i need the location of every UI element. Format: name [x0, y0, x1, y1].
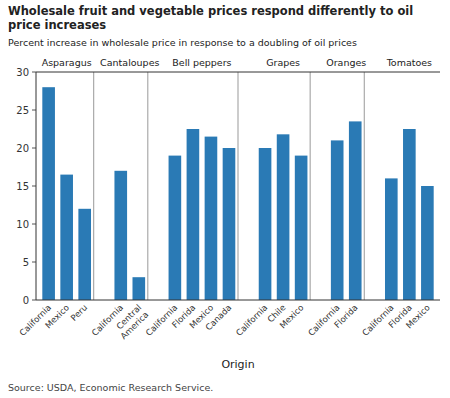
bar	[349, 121, 362, 300]
x-axis-label: Origin	[221, 358, 254, 371]
group-label: Bell peppers	[172, 57, 231, 68]
y-tick	[32, 186, 36, 187]
x-tick-label: California	[234, 302, 270, 338]
group-label: Cantaloupes	[100, 57, 159, 68]
x-axis	[36, 300, 440, 301]
y-tick-label: 0	[23, 295, 29, 306]
group-separator	[310, 72, 311, 300]
bar	[187, 129, 200, 300]
y-tick	[32, 72, 36, 73]
y-tick	[32, 224, 36, 225]
group-separator	[93, 72, 94, 300]
group-separator	[147, 72, 148, 300]
y-tick	[32, 148, 36, 149]
bar	[223, 148, 236, 300]
bar	[295, 156, 308, 300]
bar	[421, 186, 434, 300]
bar	[403, 129, 416, 300]
source: Source: USDA, Economic Research Service.	[8, 382, 213, 393]
group-label: Oranges	[326, 57, 366, 68]
top-line	[36, 72, 440, 73]
x-tick-label: CentralAmerica	[111, 302, 150, 341]
group-separator	[238, 72, 239, 300]
group-label: Grapes	[266, 57, 300, 68]
bars	[42, 87, 433, 300]
bar	[42, 87, 55, 300]
bar	[205, 137, 218, 300]
bar	[114, 171, 127, 300]
bar	[277, 134, 290, 300]
bar	[60, 175, 73, 300]
group-separator	[364, 72, 365, 300]
y-tick-label: 20	[16, 143, 29, 154]
x-tick-label: Mexico	[43, 302, 71, 330]
bar	[259, 148, 272, 300]
x-tick-label: Mexico	[277, 302, 305, 330]
bar	[385, 178, 398, 300]
bar	[78, 209, 91, 300]
x-tick-label: Peru	[69, 302, 89, 322]
y-tick	[32, 300, 36, 301]
y-tick	[32, 110, 36, 111]
y-tick-label: 10	[16, 219, 29, 230]
bar	[169, 156, 182, 300]
x-tick-label: Mexico	[404, 302, 432, 330]
y-tick-label: 25	[16, 105, 29, 116]
x-tick-label: Florida	[332, 302, 360, 330]
title: Wholesale fruit and vegetable prices res…	[8, 4, 413, 32]
chart: Wholesale fruit and vegetable prices res…	[0, 0, 450, 398]
y-tick	[32, 262, 36, 263]
y-tick-label: 5	[23, 257, 29, 268]
x-tick-label: Canada	[203, 302, 233, 332]
y-axis	[36, 72, 37, 300]
group-label: Tomatoes	[386, 57, 432, 68]
bar	[331, 140, 344, 300]
y-tick-label: 15	[16, 181, 29, 192]
subtitle: Percent increase in wholesale price in r…	[8, 37, 357, 48]
bar	[132, 277, 145, 300]
y-tick-label: 30	[16, 67, 29, 78]
group-label: Asparagus	[42, 57, 92, 68]
